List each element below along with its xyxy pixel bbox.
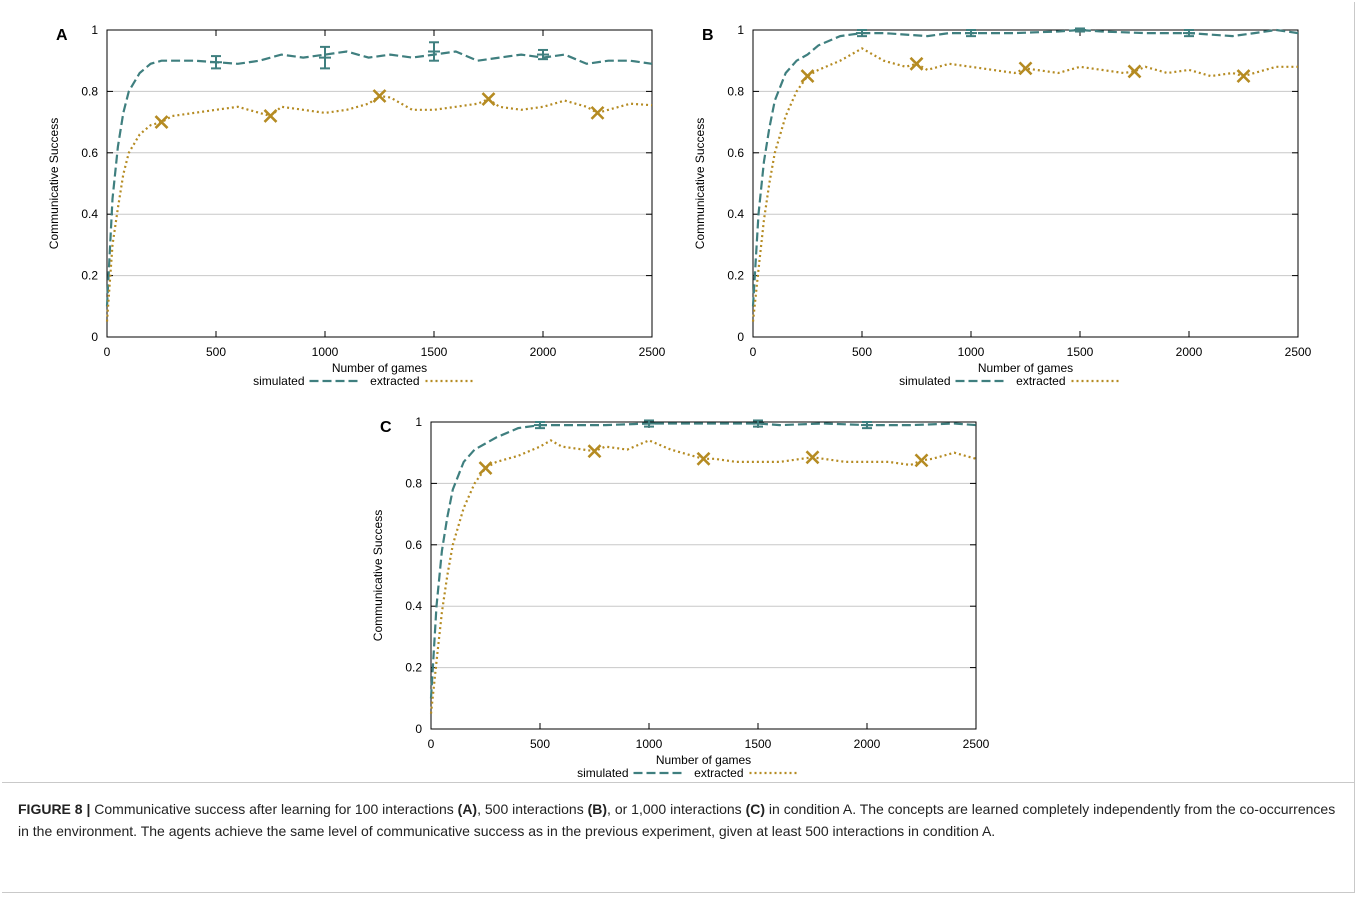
x-marker-c <box>478 461 493 475</box>
x-tick-label-c: 0 <box>428 737 435 751</box>
panel-letter-b: B <box>702 27 714 44</box>
x-tick-label-a: 0 <box>104 345 111 359</box>
x-tick-label-c: 1000 <box>636 737 663 751</box>
chart-panel-b: 0 0.2 0.4 0.6 0.8 1 0 500 1000 1500 2000 2500 B Commu… <box>686 18 1316 396</box>
y-tick-label-a: 0.2 <box>81 269 98 283</box>
x-tick-label-b: 2000 <box>1176 345 1203 359</box>
y-tick-label-b: 0.6 <box>727 146 744 160</box>
series-line-simulated-c <box>429 422 977 699</box>
y-axis-title-c: Communicative Success <box>371 510 385 641</box>
caption-panel-a-ref: (A) <box>457 801 478 817</box>
y-tick-label-c: 1 <box>415 415 422 429</box>
x-tick-label-a: 1500 <box>421 345 448 359</box>
legend-label-simulated-b: simulated <box>899 374 950 388</box>
y-axis-title-b: Communicative Success <box>693 118 707 249</box>
x-marker-a <box>372 89 387 103</box>
x-tick-label-c: 500 <box>530 737 550 751</box>
y-tick-label-b: 0.4 <box>727 207 744 221</box>
x-marker-c <box>914 453 929 468</box>
y-tick-label-c: 0.8 <box>405 476 422 490</box>
chart-panel-c: 0 0.2 0.4 0.6 0.8 1 0 500 1000 1500 2000 2500 C Commu… <box>364 410 994 788</box>
y-tick-label-c: 0.2 <box>405 661 422 675</box>
chart-svg-c: 0 0.2 0.4 0.6 0.8 1 0 500 1000 1500 2000 2500 C Commu… <box>371 415 990 780</box>
series-line-extracted-c <box>429 439 977 714</box>
caption-panel-b-ref: (B) <box>587 801 608 817</box>
figure-caption: FIGURE 8 | Communicative success after l… <box>18 798 1338 842</box>
series-line-simulated-a <box>105 50 653 307</box>
series-line-extracted-b <box>751 47 1298 322</box>
y-tick-label-b: 0 <box>737 330 744 344</box>
plot-frame-a <box>106 29 653 338</box>
x-marker-c <box>587 444 602 459</box>
x-marker-b <box>1236 69 1251 83</box>
caption-text-1: Communicative success after learning for… <box>90 801 458 817</box>
caption-text-2: , 500 interactions <box>477 801 588 817</box>
x-tick-label-c: 2500 <box>963 737 990 751</box>
x-marker-b <box>800 69 815 83</box>
legend-label-simulated-a: simulated <box>253 374 304 388</box>
caption-text-3: , or 1,000 interactions <box>607 801 746 817</box>
x-marker-a <box>481 92 496 106</box>
y-tick-label-c: 0.4 <box>405 599 422 613</box>
caption-panel-c-ref: (C) <box>745 801 766 817</box>
x-marker-b <box>1018 61 1033 76</box>
series-line-extracted-a <box>105 94 653 322</box>
x-tick-label-b: 1500 <box>1067 345 1094 359</box>
x-marker-a <box>590 105 605 120</box>
x-axis-title-a: Number of games <box>332 361 427 375</box>
x-marker-a <box>154 115 169 130</box>
y-tick-label-c: 0 <box>415 722 422 736</box>
y-tick-label-b: 0.8 <box>727 84 744 98</box>
plot-frame-b <box>752 29 1299 338</box>
x-marker-c <box>696 451 711 466</box>
legend-label-simulated-c: simulated <box>577 766 628 780</box>
caption-label: FIGURE 8 | <box>18 801 91 817</box>
x-marker-b <box>1127 64 1142 79</box>
caption-divider <box>2 782 1354 783</box>
legend-label-extracted-b: extracted <box>1016 374 1065 388</box>
chart-svg-b: 0 0.2 0.4 0.6 0.8 1 0 500 1000 1500 2000 2500 B Commu… <box>693 23 1312 388</box>
x-tick-label-c: 1500 <box>745 737 772 751</box>
x-tick-label-c: 2000 <box>854 737 881 751</box>
panel-letter-c: C <box>380 419 392 436</box>
y-axis-title-a: Communicative Success <box>47 118 61 249</box>
series-line-simulated-b <box>751 28 1299 307</box>
x-marker-a <box>263 109 278 123</box>
y-tick-label-c: 0.6 <box>405 538 422 552</box>
x-tick-label-a: 2000 <box>530 345 557 359</box>
y-tick-label-b: 1 <box>737 23 744 37</box>
y-tick-label-a: 0 <box>91 330 98 344</box>
x-tick-label-b: 500 <box>852 345 872 359</box>
x-tick-label-a: 500 <box>206 345 226 359</box>
x-axis-title-c: Number of games <box>656 753 751 767</box>
x-tick-label-a: 2500 <box>639 345 666 359</box>
y-tick-label-a: 1 <box>91 23 98 37</box>
y-tick-label-a: 0.6 <box>81 146 98 160</box>
x-marker-c <box>805 450 820 465</box>
x-tick-label-b: 2500 <box>1285 345 1312 359</box>
x-marker-b <box>909 56 924 71</box>
x-axis-title-b: Number of games <box>978 361 1073 375</box>
legend-label-extracted-a: extracted <box>370 374 419 388</box>
caption-text-4: in condition A. The concepts are learned… <box>18 801 1336 839</box>
chart-panel-a: 0 0.2 0.4 0.6 0.8 1 0 500 1000 1500 2000 2500 A Commu… <box>40 18 670 396</box>
y-tick-label-a: 0.4 <box>81 207 98 221</box>
x-tick-label-b: 0 <box>750 345 757 359</box>
y-tick-label-b: 0.2 <box>727 269 744 283</box>
panel-letter-a: A <box>56 27 68 44</box>
legend-label-extracted-c: extracted <box>694 766 743 780</box>
x-tick-label-b: 1000 <box>958 345 985 359</box>
x-tick-label-a: 1000 <box>312 345 339 359</box>
y-tick-label-a: 0.8 <box>81 84 98 98</box>
plot-frame-c <box>430 421 977 730</box>
chart-svg-a: 0 0.2 0.4 0.6 0.8 1 0 500 1000 1500 2000 2500 A Commu… <box>47 23 666 388</box>
